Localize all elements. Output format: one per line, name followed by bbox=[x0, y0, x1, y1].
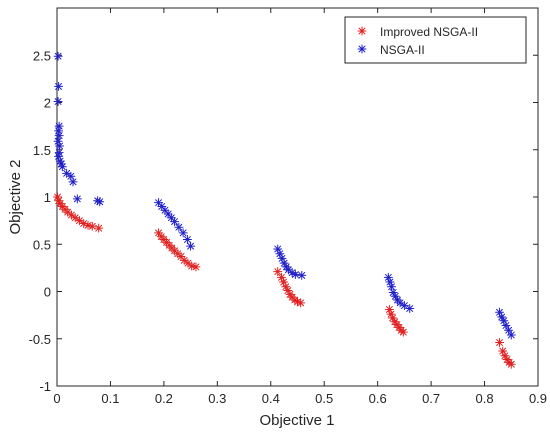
x-tick-label: 0.2 bbox=[155, 391, 173, 406]
y-tick-label: 0.5 bbox=[33, 237, 51, 252]
data-point bbox=[297, 270, 307, 280]
data-point bbox=[395, 298, 405, 308]
x-tick-label: 0.5 bbox=[315, 391, 333, 406]
data-point bbox=[54, 131, 64, 141]
data-point bbox=[191, 262, 201, 272]
legend-marker bbox=[357, 44, 367, 54]
data-point bbox=[506, 359, 516, 369]
data-point bbox=[281, 282, 291, 292]
y-tick-label: 1.5 bbox=[33, 143, 51, 158]
x-axis-label: Objective 1 bbox=[259, 412, 334, 429]
legend-label: NSGA-II bbox=[380, 43, 425, 57]
y-tick-label: 1 bbox=[44, 190, 51, 205]
data-point bbox=[405, 304, 415, 314]
data-point bbox=[174, 222, 184, 232]
x-tick-label: 0.1 bbox=[101, 391, 119, 406]
legend-label: Improved NSGA-II bbox=[380, 25, 478, 39]
data-point bbox=[53, 51, 63, 61]
x-tick-label: 0.4 bbox=[262, 391, 280, 406]
y-tick-label: 0 bbox=[44, 285, 51, 300]
data-point bbox=[62, 168, 72, 178]
data-point bbox=[273, 267, 283, 277]
data-point bbox=[182, 235, 192, 245]
series-improved-nsga-ii bbox=[53, 192, 516, 369]
data-point bbox=[390, 291, 400, 301]
data-point bbox=[186, 241, 196, 251]
data-point bbox=[94, 223, 104, 233]
plot-area bbox=[56, 7, 539, 387]
y-axis-label: Objective 2 bbox=[7, 159, 24, 234]
legend-box bbox=[344, 16, 527, 64]
data-marks bbox=[53, 51, 516, 369]
data-point bbox=[387, 282, 397, 292]
data-point bbox=[290, 269, 300, 279]
data-point bbox=[68, 177, 78, 187]
data-point bbox=[178, 228, 188, 238]
data-point bbox=[87, 221, 97, 231]
x-tick-label: 0 bbox=[53, 391, 60, 406]
data-point bbox=[95, 197, 105, 207]
data-point bbox=[398, 327, 408, 337]
axis-ticks: 0 0.1 0.2 0.3 0.4 0.5 0.6 0.7 0.8 0.9 -1 -0.5 0 0.5 1 1… bbox=[29, 8, 547, 406]
x-tick-label: 0.9 bbox=[529, 391, 547, 406]
legend-entries: Improved NSGA-II NSGA-II bbox=[357, 25, 478, 57]
data-point bbox=[170, 217, 180, 227]
data-point bbox=[273, 244, 283, 254]
legend: Improved NSGA-II NSGA-II bbox=[344, 16, 527, 64]
x-tick-label: 0.6 bbox=[369, 391, 387, 406]
data-point bbox=[506, 330, 516, 340]
y-tick-label: 2.5 bbox=[33, 48, 51, 63]
data-point bbox=[66, 171, 76, 181]
data-point bbox=[55, 141, 65, 151]
data-point bbox=[296, 298, 306, 308]
data-point bbox=[179, 255, 189, 265]
data-point bbox=[57, 162, 67, 172]
x-tick-label: 0.7 bbox=[422, 391, 440, 406]
data-point bbox=[283, 286, 293, 296]
series-nsga-ii bbox=[53, 51, 516, 340]
x-tick-label: 0.3 bbox=[208, 391, 226, 406]
data-point bbox=[53, 97, 63, 107]
data-point bbox=[495, 338, 505, 348]
data-point bbox=[72, 194, 82, 204]
y-tick-label: 2 bbox=[44, 96, 51, 111]
y-tick-label: -0.5 bbox=[29, 332, 51, 347]
data-point bbox=[287, 268, 297, 278]
legend-marker bbox=[357, 26, 367, 36]
y-tick-label: -1 bbox=[39, 379, 51, 394]
data-point bbox=[54, 81, 64, 91]
x-tick-label: 0.8 bbox=[476, 391, 494, 406]
